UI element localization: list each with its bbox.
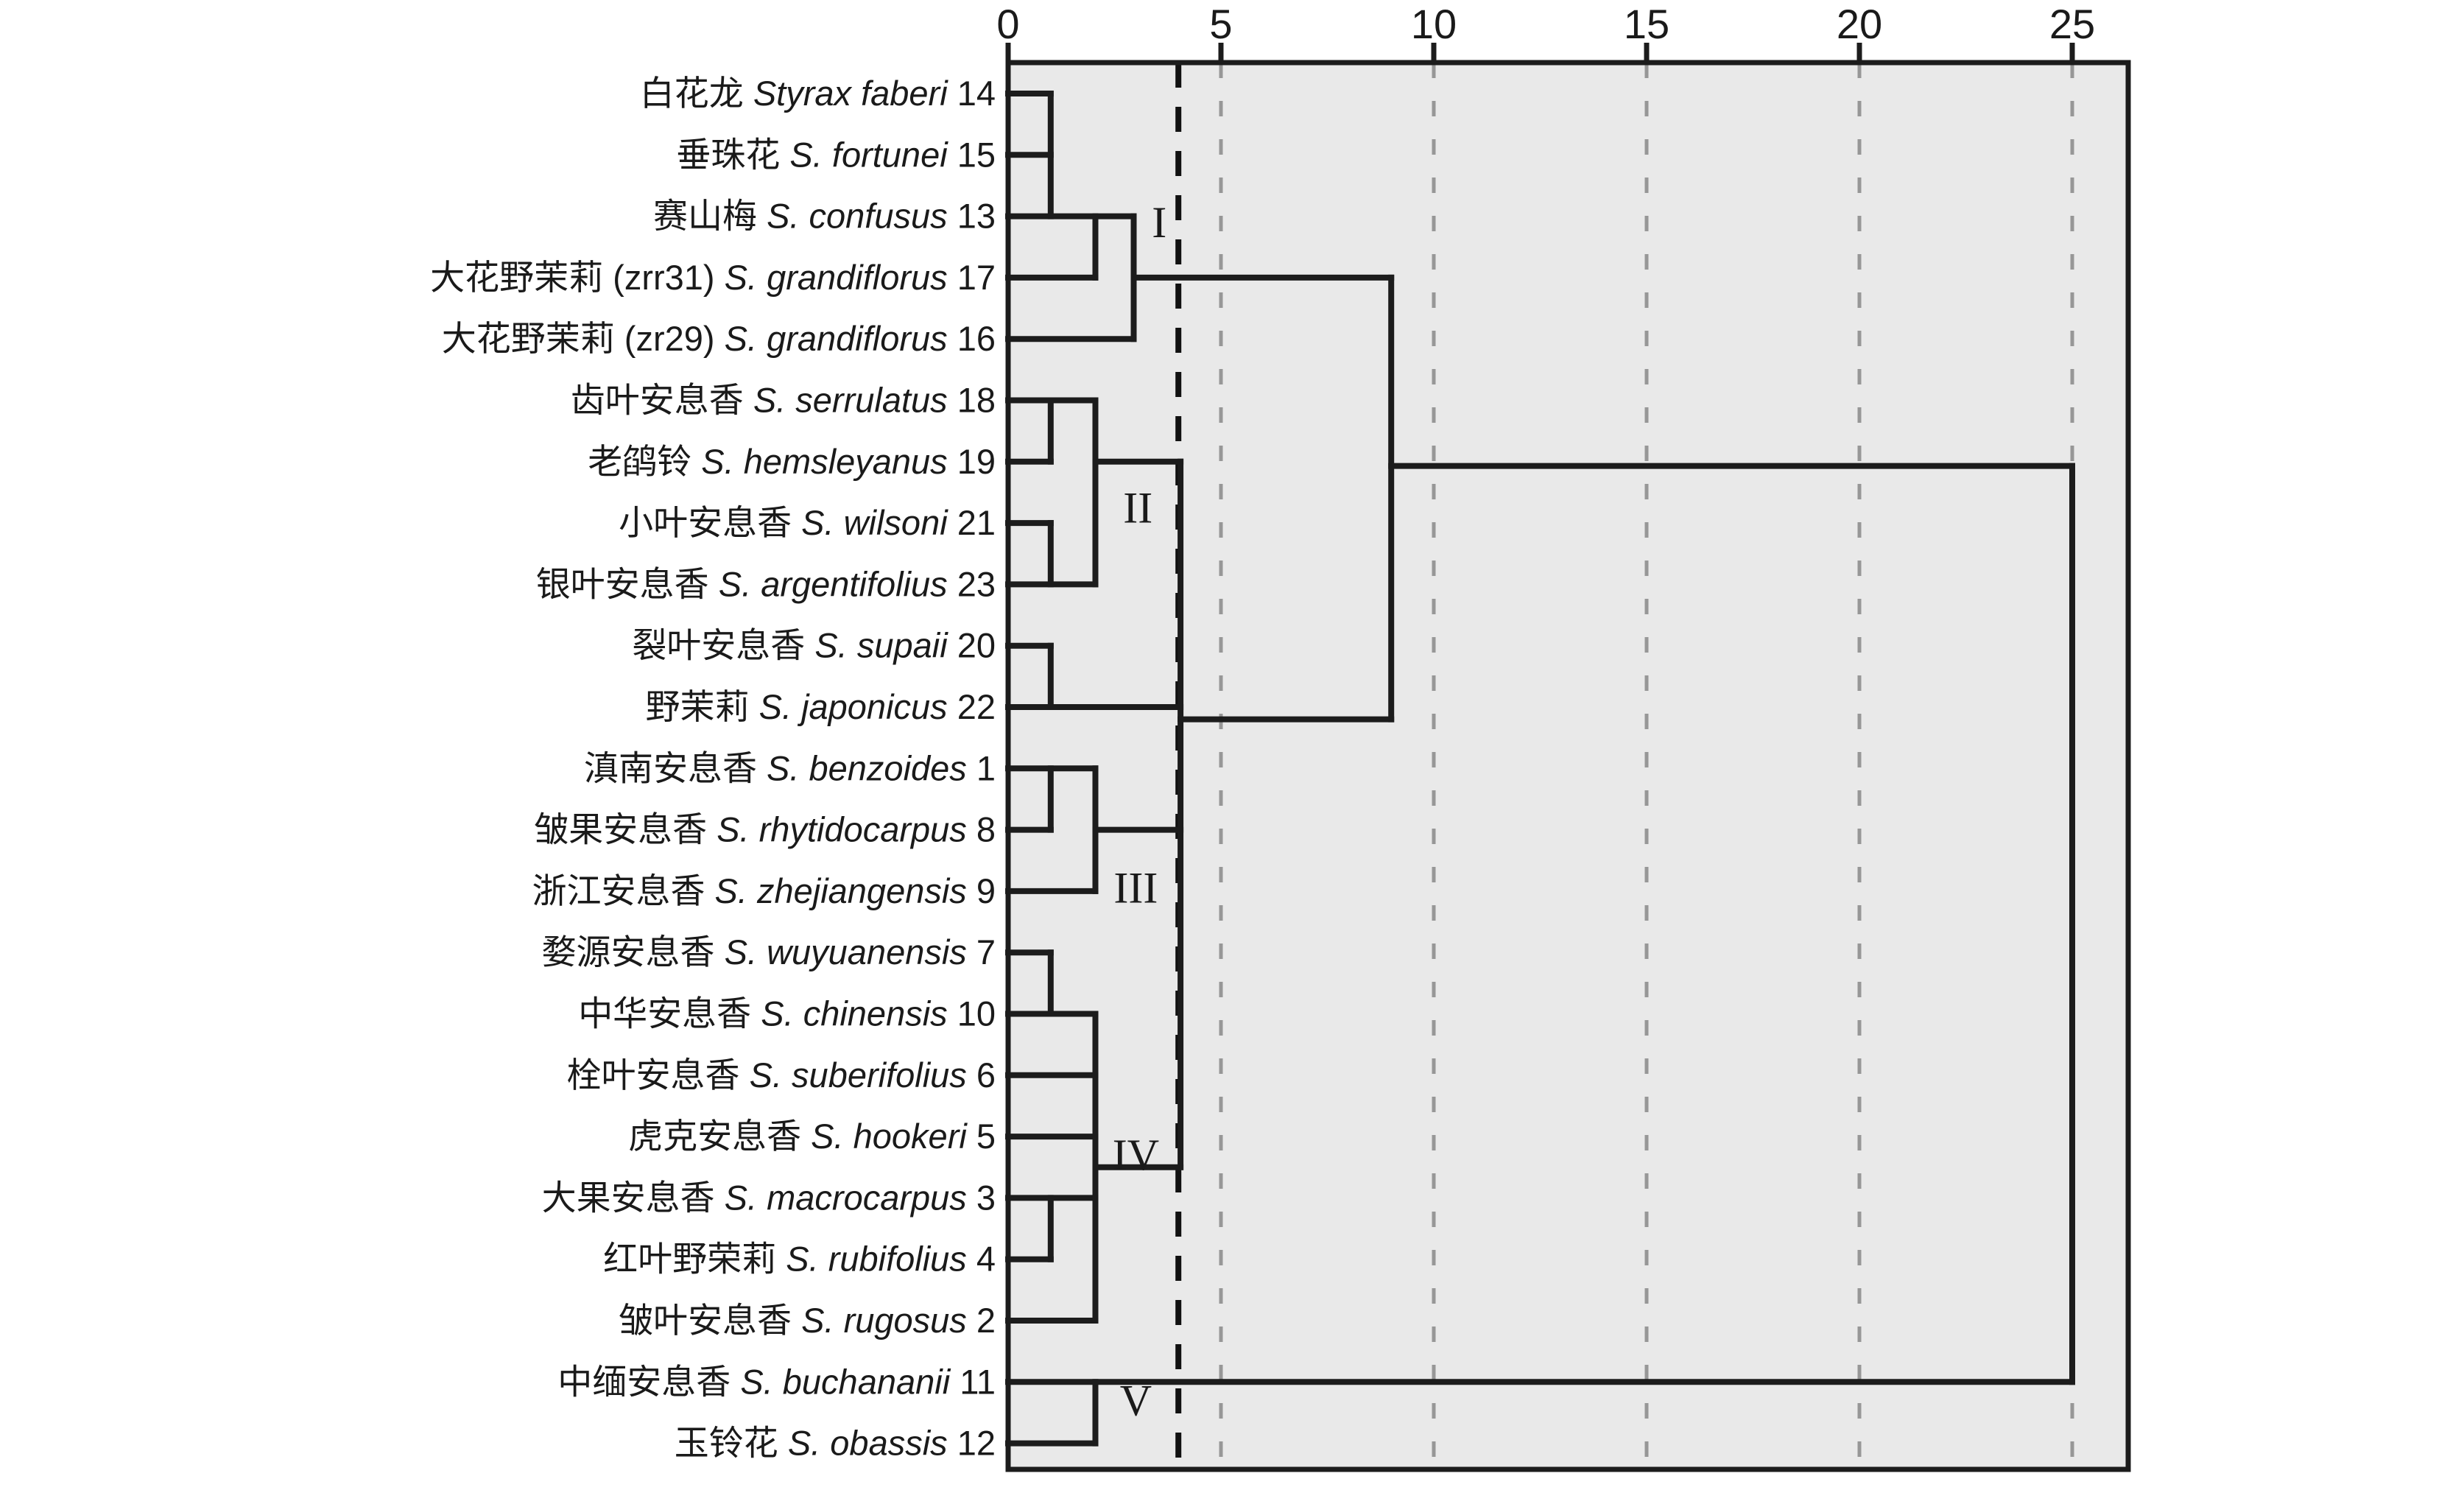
axis-tick-label: 5 bbox=[1209, 1, 1232, 47]
leaf-label: 银叶安息香 S. argentifolius 23 bbox=[536, 564, 996, 603]
leaf-label: 大花野茉莉 (zr29) S. grandiflorus 16 bbox=[442, 319, 996, 358]
leaf-label: 老鹐铃 S. hemsleyanus 19 bbox=[588, 442, 996, 481]
leaf-label: 赛山梅 S. confusus 13 bbox=[653, 197, 996, 236]
plot-border bbox=[1005, 60, 2131, 1472]
cluster-label-II: II bbox=[1123, 483, 1152, 532]
leaf-label: 皱果安息香 S. rhytidocarpus 8 bbox=[534, 810, 996, 849]
leaf-label: 浙江安息香 S. zhejiangensis 9 bbox=[532, 871, 996, 910]
leaf-label: 大果安息香 S. macrocarpus 3 bbox=[542, 1178, 996, 1217]
axis-tick-label: 25 bbox=[2049, 1, 2095, 47]
axis-ticks bbox=[1005, 43, 2075, 63]
leaf-label: 中华安息香 S. chinensis 10 bbox=[578, 994, 996, 1033]
leaf-label: 垂珠花 S. fortunei 15 bbox=[676, 135, 996, 174]
leaf-label: 红叶野荣莉 S. rubifolius 4 bbox=[603, 1240, 996, 1279]
cluster-label-IV: IV bbox=[1113, 1131, 1159, 1179]
cluster-label-III: III bbox=[1113, 864, 1158, 913]
cluster-label-I: I bbox=[1152, 198, 1166, 247]
leaf-label: 小叶安息香 S. wilsoni 21 bbox=[619, 503, 996, 542]
plot-area-background bbox=[1008, 63, 2128, 1469]
leaf-label: 滇南安息香 S. benzoides 1 bbox=[584, 748, 996, 787]
leaf-label: 玉铃花 S. obassis 12 bbox=[675, 1424, 996, 1463]
leaf-label: 皱叶安息香 S. rugosus 2 bbox=[619, 1301, 996, 1340]
leaf-label: 齿叶安息香 S. serrulatus 18 bbox=[571, 381, 996, 420]
leaf-label: 白花龙 Styrax faberi 14 bbox=[640, 74, 996, 113]
leaf-label: 野茉莉 S. japonicus 22 bbox=[646, 687, 996, 726]
axis-tick-label: 10 bbox=[1411, 1, 1457, 47]
leaf-label: 虎克安息香 S. hookeri 5 bbox=[628, 1117, 996, 1156]
leaf-label: 裂叶安息香 S. supaii 20 bbox=[632, 626, 996, 665]
leaf-label: 大花野茉莉 (zrr31) S. grandiflorus 17 bbox=[430, 258, 996, 297]
axis-tick-label: 0 bbox=[996, 1, 1019, 47]
axis-tick-labels: 0 5 10 15 20 25 bbox=[996, 1, 2095, 47]
leaf-label: 婺源安息香 S. wuyuanensis 7 bbox=[542, 932, 996, 971]
axis-tick-label: 15 bbox=[1624, 1, 1669, 47]
dendrogram-branches bbox=[1005, 91, 2075, 1447]
cluster-label-V: V bbox=[1120, 1376, 1152, 1424]
leaf-label: 栓叶安息香 S. suberifolius 6 bbox=[567, 1055, 996, 1094]
leaf-label: 中缅安息香 S. buchananii 11 bbox=[557, 1362, 996, 1401]
axis-tick-label: 20 bbox=[1837, 1, 1882, 47]
leaf-labels: 白花龙 Styrax faberi 14 垂珠花 S. fortunei 15 赛山… bbox=[430, 74, 996, 1463]
